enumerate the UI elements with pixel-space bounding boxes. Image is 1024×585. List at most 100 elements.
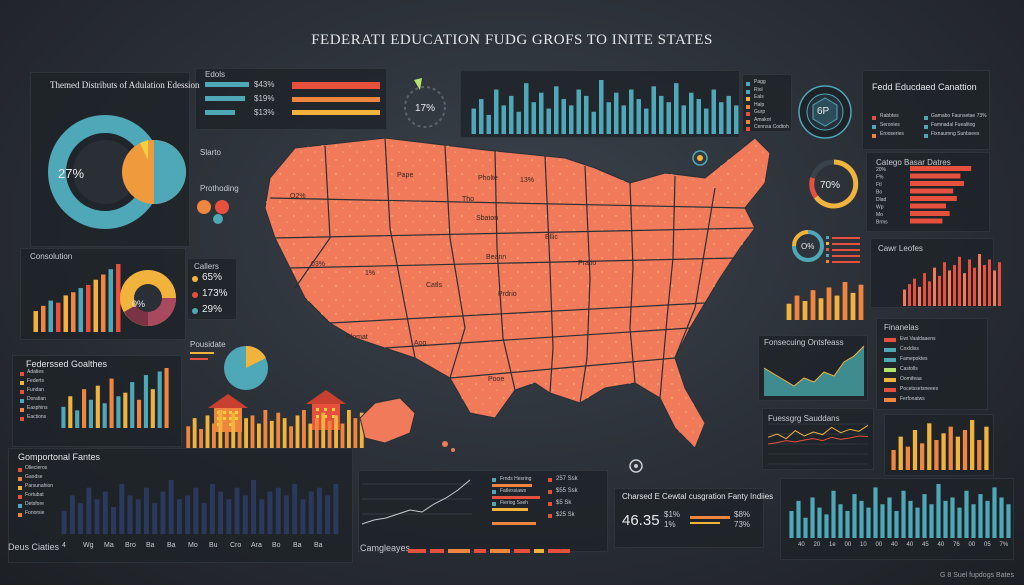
consolation-heading: Consolution xyxy=(30,252,73,261)
gauge-small xyxy=(792,230,824,262)
orange-bars-bar xyxy=(327,420,332,448)
bottom-right-tick: 00 xyxy=(844,542,852,548)
orange-bars-bar xyxy=(212,423,216,448)
orange-bars-bar xyxy=(224,420,229,448)
orange-bars-bar xyxy=(263,410,268,448)
small-gauge xyxy=(404,78,446,128)
right-list-item: Gamabo Faunsetae 73% xyxy=(931,113,987,119)
bottom-left-legend-item: Fortubat xyxy=(25,492,44,498)
case-bar-chart xyxy=(903,254,1001,306)
left-mid-swatch xyxy=(20,372,24,376)
lm-bars-bar xyxy=(88,399,93,428)
tc-bars-bar xyxy=(696,99,701,134)
bottom-center-bar xyxy=(492,484,532,487)
right-top-legend-item: Eals xyxy=(754,94,764,100)
finances-swatch xyxy=(884,338,896,342)
br-bars-bar xyxy=(894,511,899,538)
tc-bars-bar xyxy=(681,105,686,134)
br-bars-bar xyxy=(985,500,990,538)
orange-bars-bar xyxy=(289,426,293,448)
tc-bars-bar xyxy=(531,102,536,134)
tc-bars-bar xyxy=(614,92,619,134)
right-list-swatch xyxy=(872,125,876,129)
finances-swatch xyxy=(884,358,896,362)
gauge-small-swatch xyxy=(826,248,829,251)
cons-bars-bar xyxy=(101,274,106,332)
tc-bars-bar xyxy=(576,89,581,134)
bottom-center-bar xyxy=(492,522,536,525)
kpi-bar-yellow xyxy=(690,522,720,524)
rb-bars-bar xyxy=(955,436,960,470)
orange-bars-bar xyxy=(250,415,255,448)
bottom-center-icon xyxy=(492,502,496,506)
case-bars-bar xyxy=(913,278,916,306)
gauge-small-line xyxy=(832,255,860,257)
br-bars-bar xyxy=(845,511,850,538)
right-top-legend-swatch xyxy=(746,127,750,131)
kpi-value-1: $1% xyxy=(664,510,681,519)
br-bars-bar xyxy=(824,514,829,538)
br-bars-bar xyxy=(999,497,1004,538)
donut-inner xyxy=(73,140,137,204)
tc-bars-bar xyxy=(524,83,529,134)
bottom-left-tick: Ba xyxy=(146,542,155,549)
gauge-small-line xyxy=(832,237,860,239)
pie-line-1 xyxy=(190,352,214,354)
area-chart xyxy=(763,345,865,396)
bottom-left-tick: 4 xyxy=(62,542,66,549)
bl-bars-bar xyxy=(284,495,289,534)
left-donut-chart xyxy=(48,115,186,229)
circle-icon-teal xyxy=(213,214,223,224)
bottom-center-icon xyxy=(492,490,496,494)
map-label: Pooe xyxy=(488,376,505,383)
ym-bars-bar xyxy=(826,287,832,320)
bottom-right-tick: 10 xyxy=(860,542,867,548)
us-map xyxy=(264,137,771,452)
br-bars-bar xyxy=(929,504,934,538)
lm-bars-bar xyxy=(102,403,107,428)
hbar-bar xyxy=(910,196,957,201)
bottom-left-swatch xyxy=(18,504,22,508)
bottom-center-bullet xyxy=(548,502,552,506)
state-label: Slarto xyxy=(200,148,221,157)
bottom-left-tick: Ba xyxy=(314,542,323,549)
finances-item: Ferfonatws xyxy=(900,396,925,402)
bottom-center-bullet xyxy=(548,490,552,494)
bottom-center-bar-label: Fatlessiaws xyxy=(500,488,527,494)
bottom-center-value: 257 Ssk xyxy=(556,476,578,482)
lm-bars-bar xyxy=(137,399,142,428)
panel-line xyxy=(762,408,874,470)
right-list-swatch xyxy=(924,134,928,138)
lm-bars-bar xyxy=(123,392,128,428)
bottom-right-tick: 00 xyxy=(968,542,976,548)
tc-bars-bar xyxy=(636,99,641,134)
orange-bars-bar xyxy=(314,418,319,448)
orange-bars-bar xyxy=(308,423,313,448)
left-mid-swatch xyxy=(20,381,24,385)
tc-bars-bar xyxy=(704,108,709,134)
tc-bars-bar xyxy=(501,105,506,134)
right-emblem xyxy=(798,85,852,139)
rb-bars-bar xyxy=(927,423,932,470)
right-top-legend-item: Halp xyxy=(754,101,765,108)
hawaii-dot xyxy=(442,441,448,447)
pie-label: Pousidate xyxy=(190,340,226,349)
orange-bars-bar xyxy=(334,415,338,448)
line-chart xyxy=(767,423,869,465)
bottom-left-swatch xyxy=(18,477,22,481)
bottom-center-bar-label: Frnds Hesring xyxy=(500,476,532,482)
bottom-left-swatch xyxy=(18,513,22,517)
bl-bars-bar xyxy=(152,503,158,534)
br-bars-bar xyxy=(922,494,927,538)
alaska-shape xyxy=(359,397,416,444)
orange-bars-bar xyxy=(237,426,242,448)
br-bars-bar xyxy=(817,507,822,538)
map-label: Pape xyxy=(397,172,414,179)
footer-text: G 8 Suel fupdogs Bates xyxy=(940,572,1014,579)
br-bars-bar xyxy=(831,490,836,538)
hbar-label: Brms xyxy=(876,220,888,226)
bl-bars-bar xyxy=(267,491,273,534)
lm-bars-bar xyxy=(164,368,169,428)
bottom-right-bar-chart xyxy=(789,484,1011,538)
bl-bars-bar xyxy=(127,495,133,534)
